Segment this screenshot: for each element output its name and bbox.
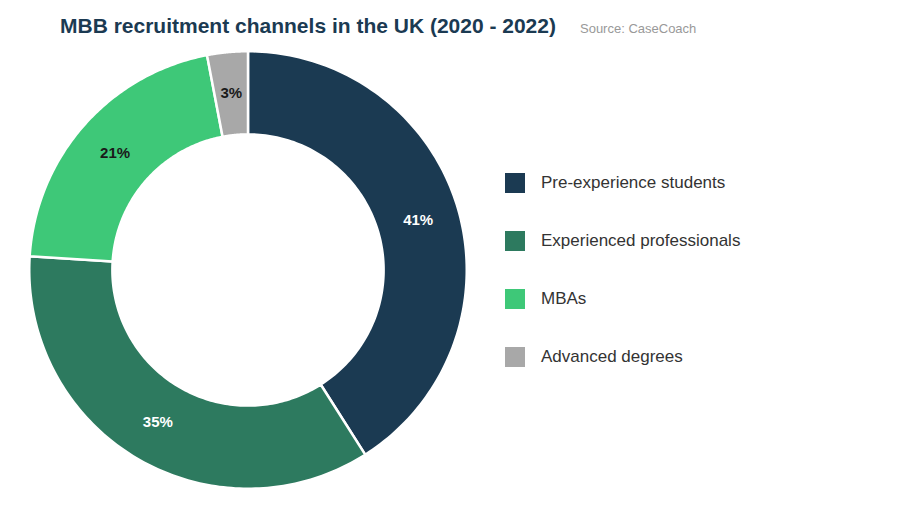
html-text:Pre-experience students: Pre-experience students [541, 172, 726, 192]
svg-text:21%: 21% [100, 144, 130, 161]
html-text:MBAs: MBAs [541, 288, 587, 308]
svg-text:41%: 41% [403, 211, 433, 228]
html-text:Experienced professionals: Experienced professionals [541, 230, 741, 250]
html-text:MBB recruitment channels in th: MBB recruitment channels in the UK (2020… [60, 14, 556, 37]
svg-text:35%: 35% [143, 413, 173, 430]
html-text:Advanced degrees: Advanced degrees [541, 346, 683, 366]
svg-text:3%: 3% [220, 84, 242, 101]
html-text:Source: CaseCoach: Source: CaseCoach [580, 21, 697, 36]
